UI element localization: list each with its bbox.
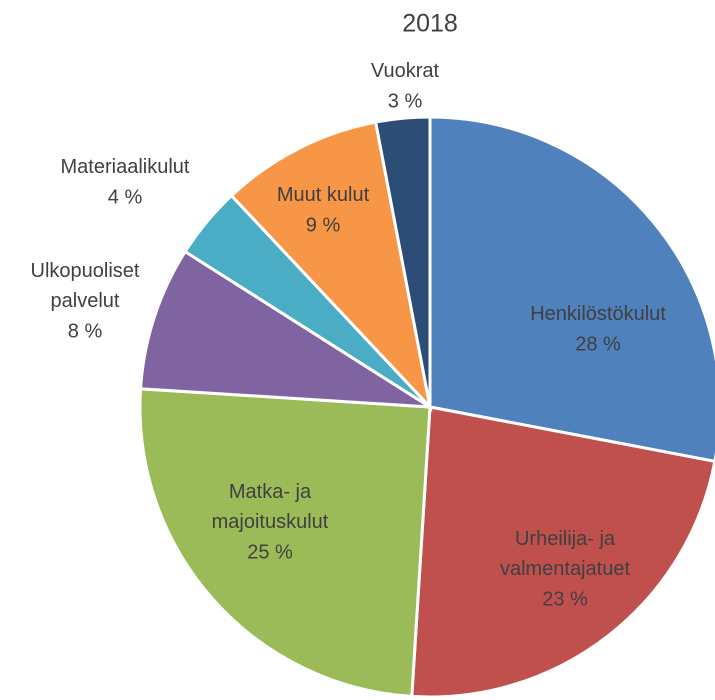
value-label: 25 % [247, 541, 293, 563]
pie-slice [138, 387, 432, 699]
pie-slice [373, 115, 432, 408]
category-label: Matka- ja majoituskulut [212, 481, 329, 533]
value-label: 9 % [306, 214, 341, 236]
category-label: Henkilöstökulut [530, 303, 666, 325]
pie-slice [428, 115, 715, 463]
category-label: Muut kulut [277, 184, 370, 206]
value-label: 23 % [542, 588, 588, 610]
value-label: 4 % [108, 186, 143, 208]
value-label: 8 % [68, 320, 103, 342]
value-label: 3 % [388, 90, 423, 112]
category-label: Urheilija- ja valmentajatuet [500, 528, 631, 580]
value-label: 28 % [575, 333, 621, 355]
category-label: Materiaalikulut [61, 156, 190, 178]
pie-slice [410, 405, 715, 699]
category-label: Vuokrat [371, 60, 440, 82]
chart-title: 2018 [402, 10, 458, 38]
category-label: Ulkopuoliset palvelut [31, 260, 140, 312]
pie-slice [138, 249, 431, 409]
pie-slice [229, 120, 433, 412]
